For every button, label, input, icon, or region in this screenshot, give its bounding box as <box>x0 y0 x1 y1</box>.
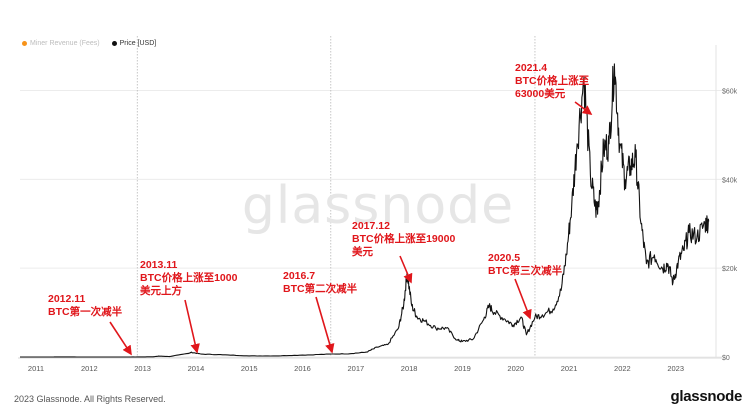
annotation-halving-2016: 2016.7 BTC第二次减半 <box>283 270 358 295</box>
annotation-arrow <box>109 321 132 356</box>
y-tick-label: $20k <box>722 266 738 273</box>
x-tick-label: 2018 <box>401 364 418 373</box>
x-tick-label: 2014 <box>188 364 205 373</box>
legend-label-price: Price [USD] <box>119 40 157 47</box>
legend-item-miner-revenue[interactable]: Miner Revenue (Fees) <box>22 40 100 47</box>
watermark: glassnode <box>241 176 515 236</box>
x-tick-label: 2012 <box>81 364 98 373</box>
axis-layer: $0 $20k $40k $60k 2011 2012 2013 2014 2015 2016 20… <box>18 45 738 373</box>
halving-lines <box>136 36 536 357</box>
annotation-arrows <box>109 101 593 356</box>
x-tick-label: 2020 <box>507 364 524 373</box>
x-tick-label: 2019 <box>454 364 471 373</box>
legend-item-price[interactable]: Price [USD] <box>111 40 157 47</box>
x-tick-label: 2016 <box>294 364 311 373</box>
annotation-arrow <box>315 296 335 354</box>
annotation-halving-2012: 2012.11 BTC第一次减半 <box>48 293 123 318</box>
y-tick-label: $40k <box>722 177 738 184</box>
x-tick-label: 2011 <box>28 364 44 373</box>
annotation-price-2013: 2013.11 BTC价格上涨至1000 美元上方 <box>140 259 238 297</box>
copyright-text: 2023 Glassnode. All Rights Reserved. <box>14 394 166 404</box>
annotation-arrow <box>399 255 413 284</box>
annotation-arrow <box>184 299 200 354</box>
price-line <box>20 63 710 358</box>
x-tick-label: 2023 <box>667 364 684 373</box>
y-tick-label: $60k <box>722 89 738 96</box>
x-tick-label: 2021 <box>561 364 578 373</box>
x-tick-label: 2015 <box>241 364 258 373</box>
x-tick-label: 2017 <box>347 364 364 373</box>
x-tick-label: 2022 <box>614 364 631 373</box>
chart-legend: Miner Revenue (Fees) Price [USD] <box>22 40 156 47</box>
legend-dot-price <box>111 41 117 46</box>
legend-label-miner-revenue: Miner Revenue (Fees) <box>30 40 100 47</box>
glassnode-logo[interactable]: glassnode <box>670 388 743 405</box>
legend-dot-miner-revenue <box>22 41 27 46</box>
annotation-price-2021: 2021.4 BTC价格上涨至 63000美元 <box>515 62 590 100</box>
annotation-arrow <box>574 101 593 115</box>
y-tick-label: $0 <box>722 355 730 362</box>
annotation-price-2017: 2017.12 BTC价格上涨至19000 美元 <box>352 220 456 258</box>
annotation-halving-2020: 2020.5 BTC第三次减半 <box>488 252 563 277</box>
x-tick-label: 2013 <box>134 364 151 373</box>
price-series <box>20 63 710 358</box>
annotation-arrow <box>514 278 532 320</box>
